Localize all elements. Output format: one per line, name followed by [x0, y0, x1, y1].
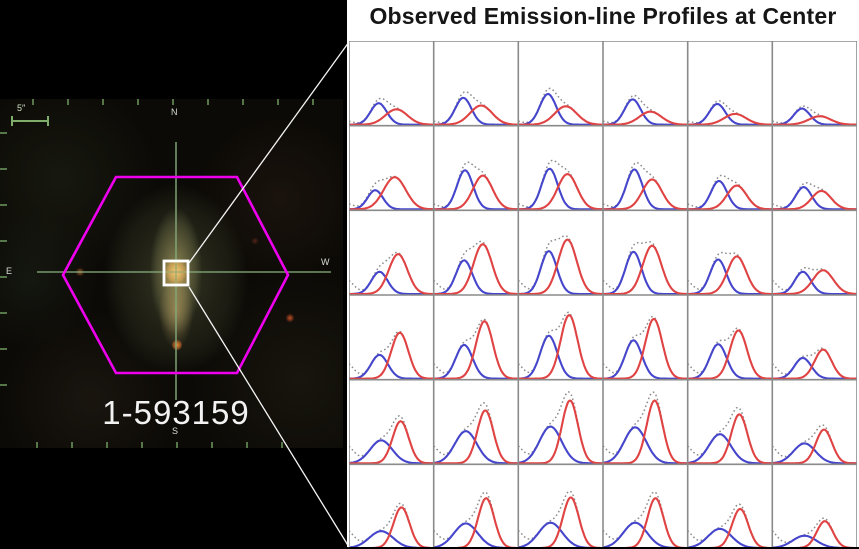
- profile-panel-r3c3: [517, 235, 604, 296]
- galaxy-id-label: 1-593159: [102, 394, 250, 431]
- profile-panel-r6c5: [687, 503, 773, 547]
- galaxy-image: 5″ N E W S 1-593159: [0, 99, 343, 448]
- profile-panel-r5c2: [433, 402, 519, 465]
- profile-panel-r5c3: [517, 391, 603, 465]
- profile-grid: [348, 40, 858, 547]
- crosshair: [37, 142, 331, 400]
- profile-panel-r4c5: [687, 327, 773, 380]
- profile-panel-r3c2: [433, 240, 519, 296]
- profile-panel-r4c2: [433, 318, 519, 380]
- compass-north: N: [171, 107, 178, 117]
- profile-panel-r5c5: [687, 406, 773, 465]
- profile-panel-r2c6: [772, 182, 857, 211]
- profile-panel-r2c1: [348, 175, 434, 211]
- profile-panel-r3c6: [771, 266, 857, 296]
- profile-panel-r2c2: [433, 161, 519, 211]
- profile-panel-r3c4: [602, 240, 688, 296]
- compass-west: W: [321, 257, 330, 267]
- bottom-ticks: [36, 442, 283, 448]
- left-ticks: [0, 132, 7, 386]
- profile-panel-r6c4: [602, 491, 688, 547]
- profile-panel-r2c4: [602, 161, 688, 211]
- top-ticks: [32, 99, 314, 105]
- profile-panel-r1c2: [433, 91, 519, 126]
- profile-panel-r1c3: [518, 87, 603, 126]
- profile-panel-r3c1: [348, 251, 434, 296]
- profile-panel-r4c1: [348, 330, 434, 380]
- center-spaxel-square: [162, 259, 190, 287]
- profile-panel-r4c3: [517, 311, 603, 380]
- profile-panel-r2c3: [518, 159, 603, 211]
- profile-panel-r6c3: [517, 490, 603, 547]
- profile-panel-r5c4: [602, 391, 688, 465]
- profile-panel-r2c5: [687, 174, 773, 211]
- profile-panel-r4c6: [771, 347, 858, 380]
- panel-title: Observed Emission-line Profiles at Cente…: [369, 3, 837, 29]
- profile-panel-r1c5: [687, 100, 773, 126]
- profile-panel-r5c1: [348, 415, 434, 465]
- profile-panel-r4c4: [602, 315, 688, 380]
- profiles-panel: Observed Emission-line Profiles at Cente…: [347, 0, 859, 547]
- profile-panel-r6c1: [348, 502, 434, 547]
- scale-bar-label: 5″: [17, 103, 26, 113]
- scale-bar: [11, 116, 49, 126]
- profile-panel-r3c5: [687, 251, 773, 296]
- profile-panel-r1c1: [348, 97, 434, 126]
- profile-panel-r1c6: [772, 105, 857, 126]
- compass-east: E: [6, 266, 13, 276]
- profile-panel-r5c6: [771, 424, 857, 465]
- profile-panel-r1c4: [602, 94, 688, 126]
- compass-south: S: [172, 426, 179, 436]
- profile-panel-r6c6: [771, 517, 857, 547]
- profile-grid-svg: [348, 40, 858, 547]
- profile-panel-r6c2: [433, 491, 519, 547]
